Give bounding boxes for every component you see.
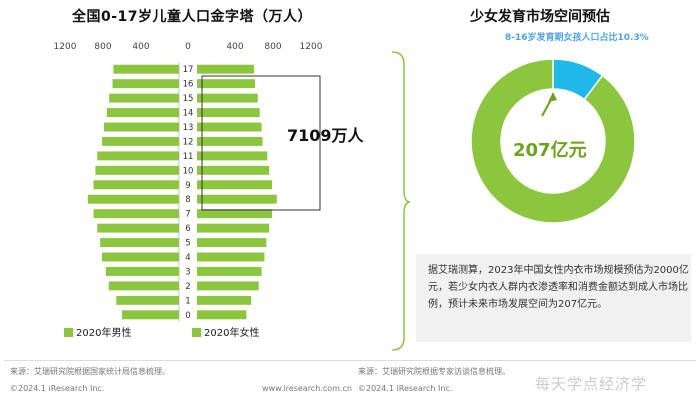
- age-label-17: 17: [183, 65, 194, 75]
- age-label-13: 13: [183, 123, 194, 133]
- footer-divider: [4, 360, 696, 361]
- male-bar-age-8: [87, 194, 179, 204]
- female-bar-age-1: [197, 295, 252, 305]
- market-note-text: 据艾瑞测算，2023年中国女性内衣市场规模预估为2000亿元，若少女内衣人群内衣…: [428, 265, 689, 310]
- female-bar-age-16: [197, 79, 255, 89]
- x-tick-label: 400: [132, 42, 149, 52]
- male-bar-age-7: [93, 209, 179, 219]
- male-bar-age-16: [112, 79, 179, 89]
- age-label-9: 9: [185, 181, 190, 191]
- male-bar-age-9: [93, 180, 179, 190]
- highlight-total-label: 7109万人: [287, 126, 364, 145]
- female-bar-age-14: [197, 108, 260, 118]
- age-label-1: 1: [185, 296, 190, 306]
- donut-center-value: 207亿元: [513, 140, 587, 161]
- female-bar-age-6: [197, 223, 270, 233]
- right-copyright: ©2024.1 iResearch Inc.: [358, 384, 453, 393]
- x-tick-label: 1200: [300, 42, 323, 52]
- male-bar-age-2: [108, 281, 179, 291]
- watermark: 每天学点经济学: [535, 375, 648, 393]
- female-bar-age-11: [197, 151, 268, 161]
- x-tick-label: 400: [226, 42, 243, 52]
- male-bar-age-11: [97, 151, 179, 161]
- legend-female-label: 2020年女性: [204, 328, 260, 339]
- female-bar-age-8: [197, 194, 277, 204]
- age-label-16: 16: [183, 80, 194, 90]
- female-bar-age-0: [197, 310, 247, 320]
- age-label-7: 7: [185, 210, 190, 220]
- x-tick-label: 1200: [54, 42, 77, 52]
- age-label-5: 5: [185, 239, 190, 249]
- age-label-6: 6: [185, 224, 190, 234]
- female-bar-age-17: [197, 64, 254, 74]
- donut-caption: 8-16岁发育期女孩人口占比10.3%: [505, 33, 649, 43]
- donut-pointer: [541, 92, 557, 117]
- male-bar-age-14: [106, 108, 179, 118]
- male-bar-age-3: [105, 266, 179, 276]
- x-tick-label: 800: [264, 42, 281, 52]
- age-label-4: 4: [185, 253, 190, 263]
- right-source: 来源：艾瑞研究院根据专家访谈信息梳理。: [358, 367, 510, 376]
- legend-female: 2020年女性: [192, 324, 259, 339]
- left-url: www.iresearch.com.cn: [262, 384, 352, 393]
- age-label-0: 0: [185, 311, 190, 321]
- age-label-10: 10: [183, 166, 194, 176]
- left-copyright: ©2024.1 iResearch Inc.: [10, 384, 105, 393]
- age-label-3: 3: [185, 267, 190, 277]
- female-bar-age-7: [197, 209, 273, 219]
- male-bar-age-6: [97, 223, 179, 233]
- x-tick-label: 800: [94, 42, 111, 52]
- female-bar-age-5: [197, 238, 267, 248]
- age-label-12: 12: [183, 137, 194, 147]
- legend-female-swatch: [192, 328, 201, 337]
- male-bar-age-17: [113, 64, 179, 74]
- male-bar-age-4: [102, 252, 179, 262]
- age-label-15: 15: [183, 94, 194, 104]
- female-bar-age-4: [197, 252, 265, 262]
- male-bar-age-10: [95, 165, 179, 175]
- age-label-14: 14: [183, 109, 194, 119]
- market-note-box: 据艾瑞测算，2023年中国女性内衣市场规模预估为2000亿元，若少女内衣人群内衣…: [416, 254, 691, 342]
- male-bar-age-12: [102, 136, 179, 146]
- age-label-11: 11: [183, 152, 194, 162]
- female-bar-age-12: [197, 136, 263, 146]
- left-source: 来源：艾瑞研究院根据国家统计局信息梳理。: [10, 367, 170, 376]
- female-bar-age-10: [197, 165, 270, 175]
- bracket-connector: [391, 51, 411, 351]
- highlight-range-box: [201, 75, 321, 211]
- legend-male-swatch: [64, 328, 73, 337]
- age-label-2: 2: [185, 282, 190, 292]
- pyramid-title: 全国0-17岁儿童人口金字塔（万人）: [72, 9, 313, 25]
- male-bar-age-15: [109, 93, 179, 103]
- female-bar-age-3: [197, 266, 262, 276]
- donut-title: 少女发育市场空间预估: [470, 9, 610, 25]
- male-bar-age-13: [103, 122, 179, 132]
- female-bar-age-2: [197, 281, 259, 291]
- female-bar-age-15: [197, 93, 258, 103]
- legend-male: 2020年男性: [64, 324, 131, 339]
- donut-slice-other: [470, 58, 636, 224]
- x-tick-label: 0: [185, 42, 191, 52]
- male-bar-age-1: [116, 295, 179, 305]
- age-label-8: 8: [185, 195, 190, 205]
- female-bar-age-9: [197, 180, 273, 190]
- male-bar-age-0: [122, 310, 179, 320]
- female-bar-age-13: [197, 122, 262, 132]
- male-bar-age-5: [100, 238, 179, 248]
- legend-male-label: 2020年男性: [76, 328, 132, 339]
